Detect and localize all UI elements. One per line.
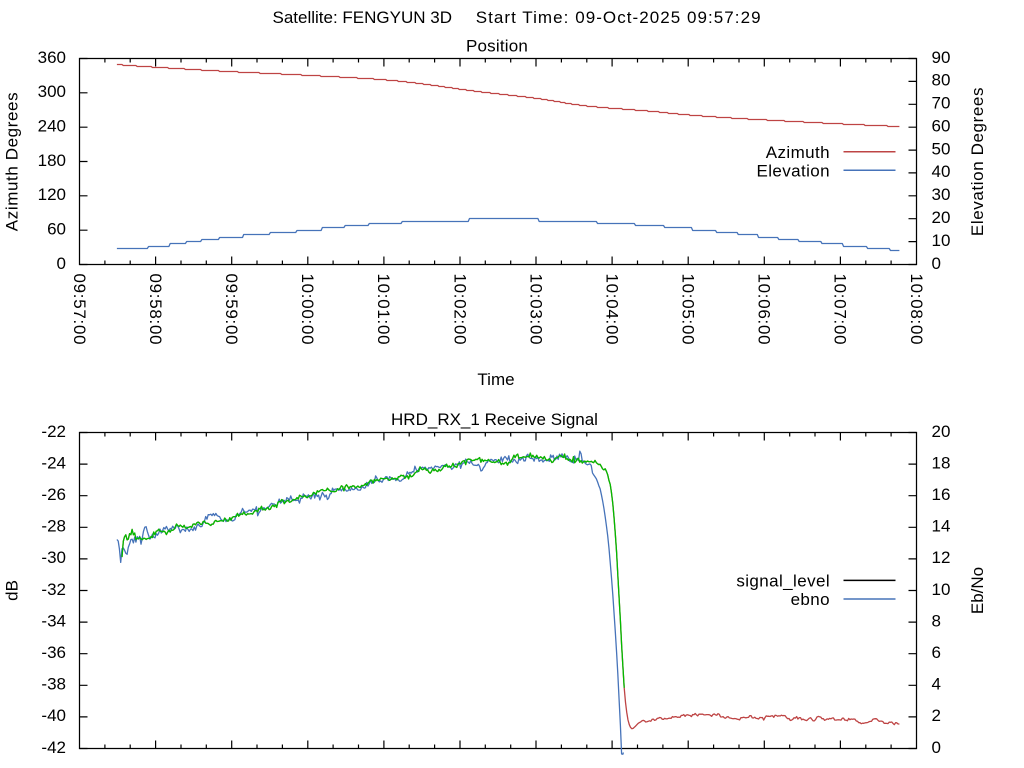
svg-text:Satellite: FENGYUN 3D: Satellite: FENGYUN 3D	[273, 8, 453, 27]
svg-text:10:00:00: 10:00:00	[298, 274, 317, 346]
svg-text:0: 0	[932, 254, 941, 273]
svg-text:6: 6	[932, 643, 941, 662]
svg-text:Azimuth Degrees: Azimuth Degrees	[3, 92, 22, 231]
svg-text:-38: -38	[41, 675, 66, 694]
svg-text:-32: -32	[41, 580, 66, 599]
svg-text:Elevation: Elevation	[756, 161, 830, 180]
svg-text:09:58:00: 09:58:00	[146, 274, 165, 346]
svg-text:10: 10	[932, 580, 951, 599]
svg-text:12: 12	[932, 548, 951, 567]
svg-text:30: 30	[932, 185, 951, 204]
svg-text:90: 90	[932, 48, 951, 67]
svg-text:-36: -36	[41, 643, 66, 662]
svg-text:120: 120	[38, 185, 66, 204]
svg-text:Eb/No: Eb/No	[968, 567, 987, 614]
svg-text:70: 70	[932, 94, 951, 113]
svg-text:14: 14	[932, 517, 951, 536]
svg-text:0: 0	[932, 738, 941, 757]
svg-text:300: 300	[38, 82, 66, 101]
svg-text:-28: -28	[41, 517, 66, 536]
svg-text:10: 10	[932, 231, 951, 250]
svg-text:10:08:00: 10:08:00	[907, 274, 926, 346]
svg-text:-40: -40	[41, 706, 66, 725]
svg-text:40: 40	[932, 162, 951, 181]
svg-text:60: 60	[932, 117, 951, 136]
svg-text:20: 20	[932, 208, 951, 227]
svg-text:signal_level: signal_level	[736, 572, 830, 591]
svg-text:-34: -34	[41, 611, 66, 630]
svg-text:HRD_RX_1 Receive Signal: HRD_RX_1 Receive Signal	[391, 410, 598, 429]
svg-text:dB: dB	[3, 580, 22, 601]
svg-text:Start Time: 09-Oct-2025 09:57:: Start Time: 09-Oct-2025 09:57:29	[476, 8, 762, 27]
svg-text:18: 18	[932, 453, 951, 472]
svg-text:10:05:00: 10:05:00	[679, 274, 698, 346]
svg-text:180: 180	[38, 151, 66, 170]
svg-text:10:07:00: 10:07:00	[831, 274, 850, 346]
svg-text:16: 16	[932, 485, 951, 504]
svg-text:240: 240	[38, 117, 66, 136]
svg-text:60: 60	[47, 220, 66, 239]
svg-text:-30: -30	[41, 548, 66, 567]
svg-text:Elevation Degrees: Elevation Degrees	[968, 87, 987, 236]
svg-text:09:57:00: 09:57:00	[70, 274, 89, 346]
svg-text:50: 50	[932, 139, 951, 158]
svg-text:10:01:00: 10:01:00	[374, 274, 393, 346]
svg-text:0: 0	[57, 254, 66, 273]
svg-text:10:06:00: 10:06:00	[755, 274, 774, 346]
svg-text:10:03:00: 10:03:00	[526, 274, 545, 346]
svg-text:20: 20	[932, 422, 951, 441]
svg-text:ebno: ebno	[791, 590, 830, 609]
svg-text:Position: Position	[466, 37, 528, 56]
svg-text:Time: Time	[477, 370, 514, 389]
svg-text:8: 8	[932, 611, 941, 630]
svg-text:360: 360	[38, 48, 66, 67]
svg-text:2: 2	[932, 706, 941, 725]
svg-text:10:02:00: 10:02:00	[450, 274, 469, 346]
svg-text:09:59:00: 09:59:00	[222, 274, 241, 346]
svg-text:-26: -26	[41, 485, 66, 504]
svg-text:Azimuth: Azimuth	[766, 143, 830, 162]
svg-text:10:04:00: 10:04:00	[602, 274, 621, 346]
svg-text:4: 4	[932, 675, 941, 694]
svg-text:-42: -42	[41, 738, 66, 757]
svg-text:-24: -24	[41, 453, 66, 472]
svg-text:80: 80	[932, 71, 951, 90]
svg-text:-22: -22	[41, 422, 66, 441]
